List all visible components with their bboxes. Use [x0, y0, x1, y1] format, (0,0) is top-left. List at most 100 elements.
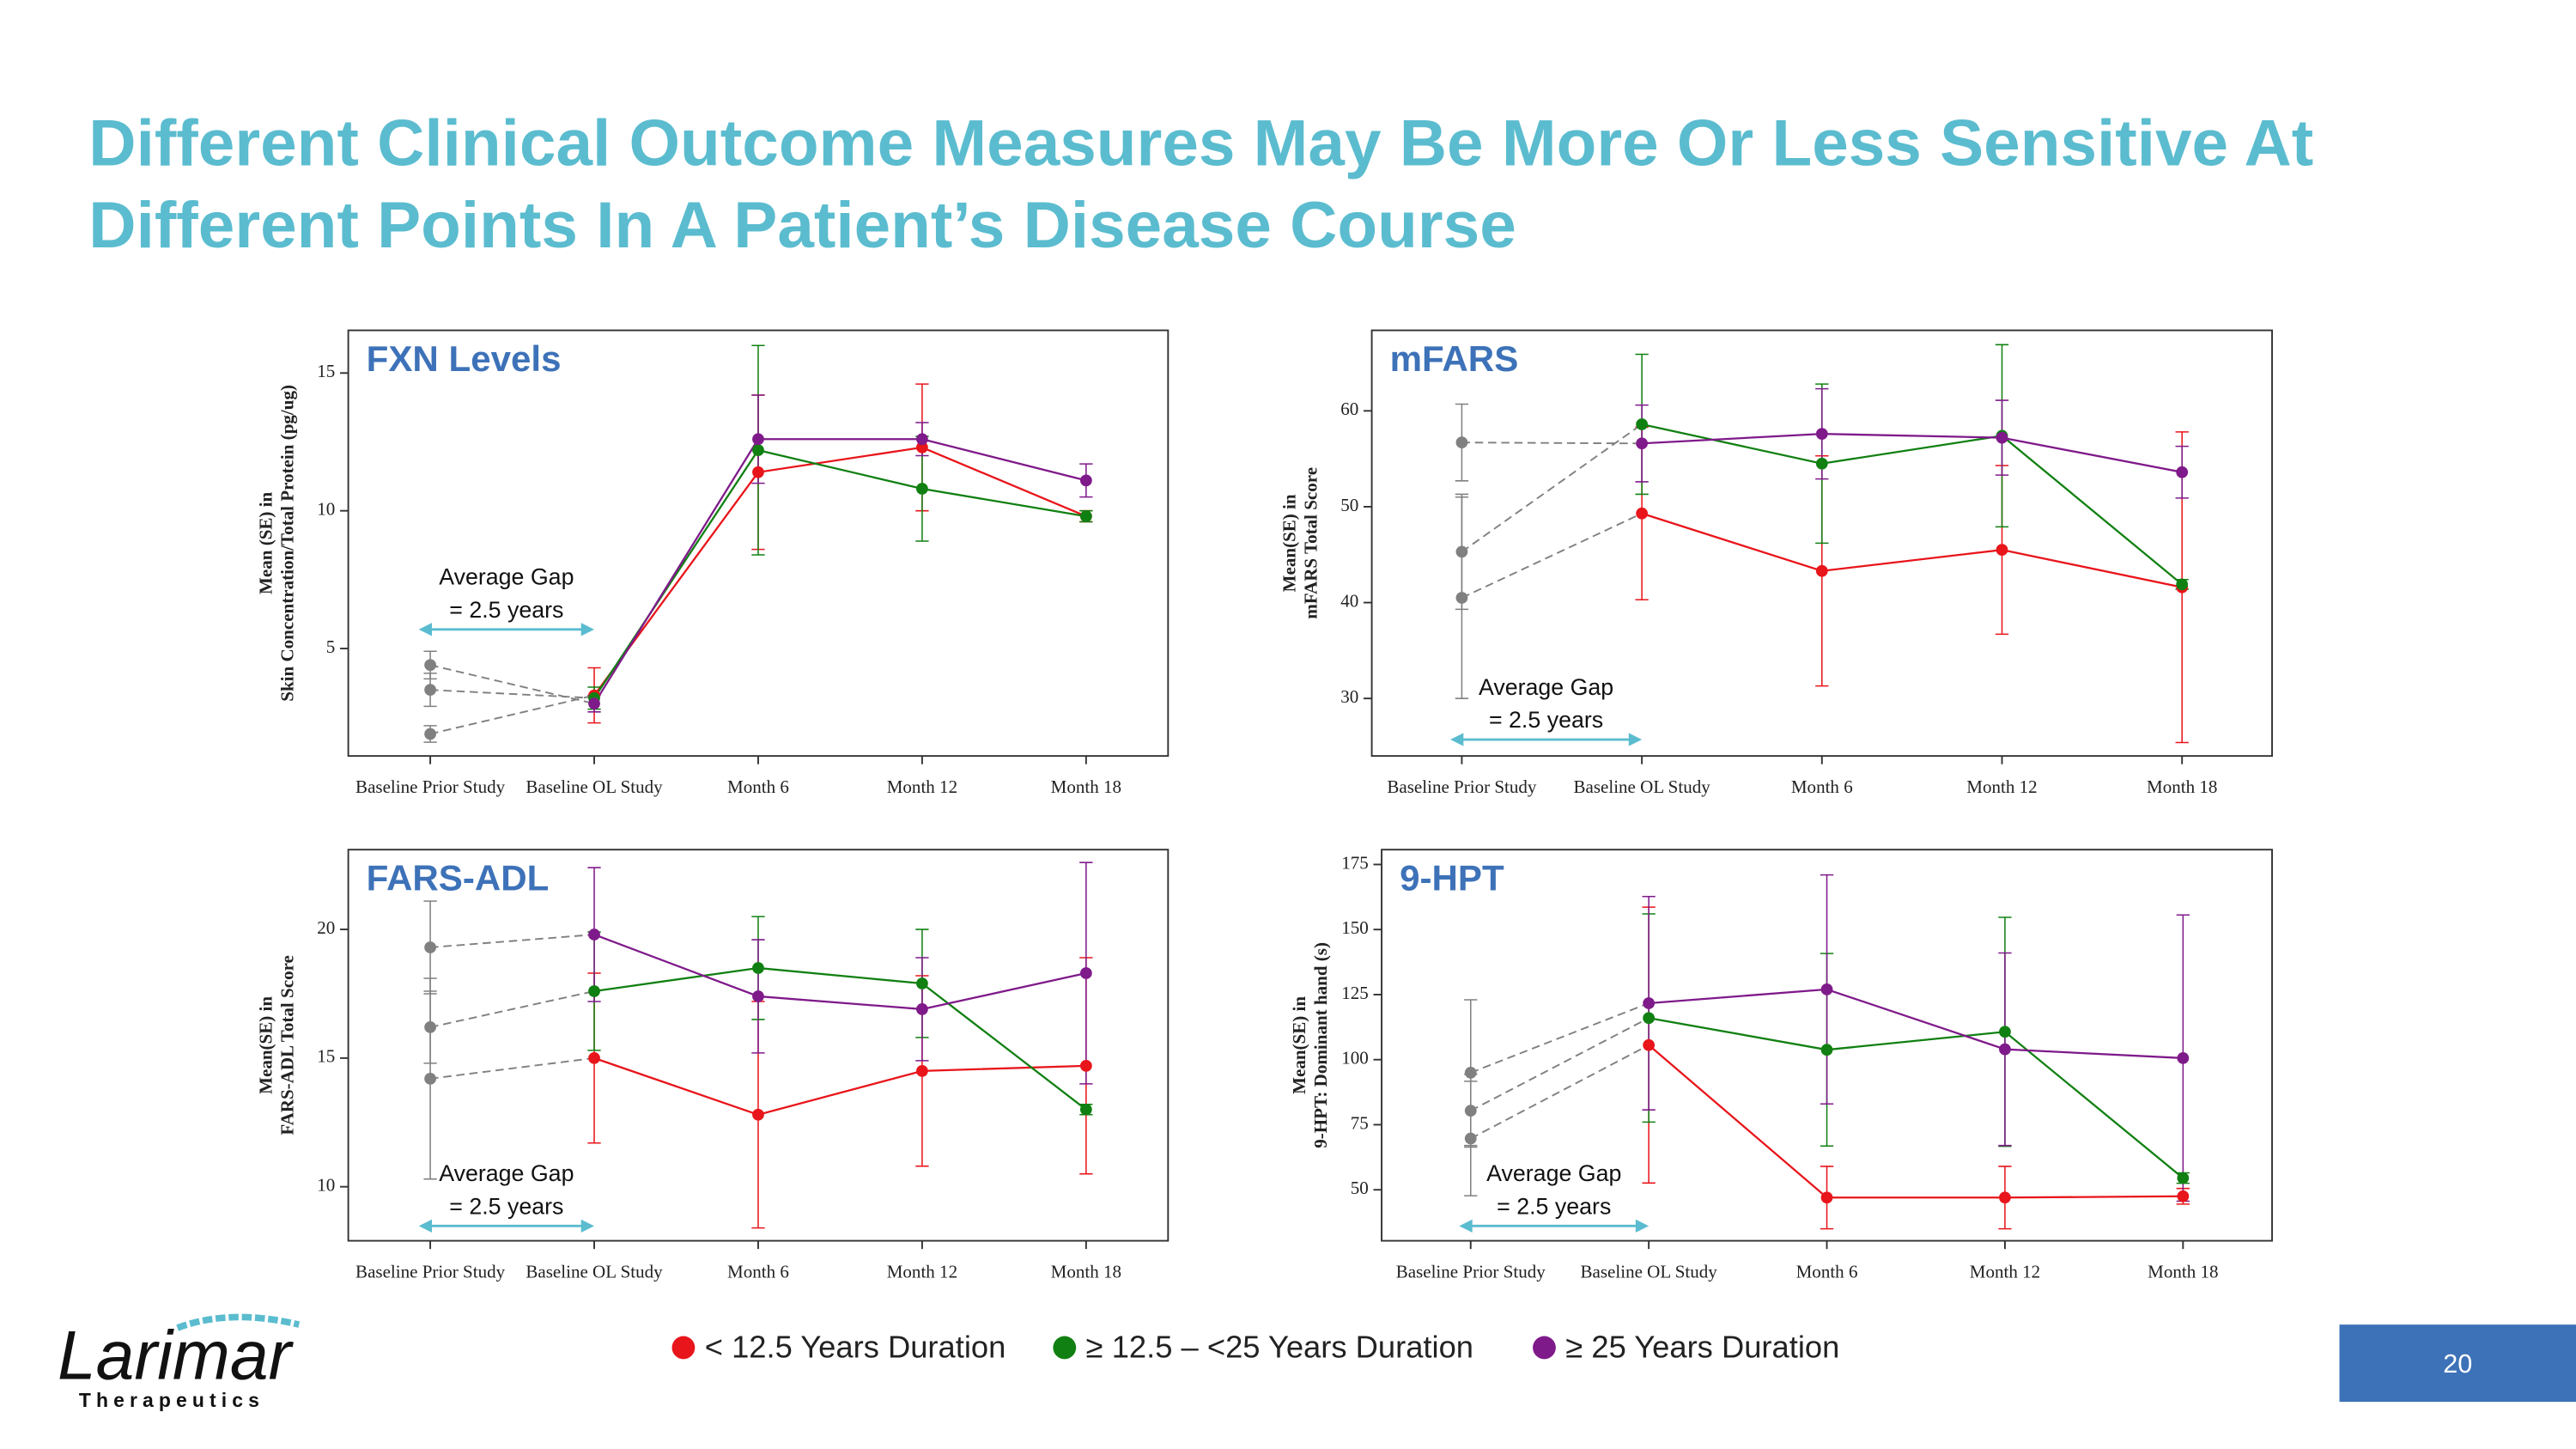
data-point: [2176, 578, 2189, 591]
legend-label: < 12.5 Years Duration: [705, 1329, 1006, 1364]
data-point: [1815, 428, 1828, 441]
data-point: [1079, 967, 1092, 979]
x-tick-label: Baseline OL Study: [1573, 776, 1710, 797]
data-point: [2177, 1190, 2190, 1202]
data-point: [588, 985, 600, 997]
slide-title: Different Clinical Outcome Measures May …: [88, 107, 2313, 180]
data-point: [916, 433, 928, 446]
data-point: [1643, 997, 1656, 1009]
x-tick-label: Baseline Prior Study: [1387, 776, 1537, 797]
baseline-link: [1461, 512, 1643, 599]
series-line: [1648, 1017, 2184, 1179]
x-tick-label: Baseline OL Study: [526, 776, 663, 797]
chart-title: 9-HPT: [1400, 858, 1504, 898]
x-tick-label: Baseline OL Study: [1581, 1262, 1718, 1282]
data-point: [588, 1051, 600, 1064]
y-axis-label: Mean(SE) in: [1289, 996, 1309, 1094]
data-point: [916, 1064, 928, 1077]
data-point: [1636, 437, 1649, 450]
data-point: [1464, 1066, 1477, 1079]
x-tick-label: Month 6: [727, 776, 789, 797]
data-point: [1079, 474, 1092, 487]
data-point: [1636, 507, 1649, 520]
data-point: [752, 466, 764, 478]
data-point: [1820, 983, 1833, 995]
x-tick-label: Month 12: [1966, 776, 2037, 797]
x-tick-label: Month 6: [727, 1262, 789, 1282]
series-line: [1642, 432, 2183, 473]
series-line: [1649, 988, 2184, 1060]
y-tick-label: 125: [1341, 983, 1369, 1003]
legend-swatch: [1053, 1336, 1077, 1360]
y-tick-label: 15: [317, 361, 335, 381]
series-line: [593, 966, 1087, 1111]
data-point: [1643, 1012, 1656, 1025]
x-tick-label: Month 6: [1791, 776, 1853, 797]
data-point: [424, 728, 436, 740]
data-point: [424, 1072, 436, 1085]
chart-title: mFARS: [1390, 338, 1519, 379]
series-line: [593, 1056, 1086, 1116]
data-point: [752, 444, 764, 456]
x-tick-label: Month 18: [2148, 1262, 2218, 1282]
data-point: [2176, 466, 2189, 478]
baseline-link: [1461, 441, 1643, 445]
y-tick-label: 100: [1341, 1048, 1369, 1068]
page-number: 20: [2443, 1349, 2472, 1379]
data-point: [1636, 418, 1649, 430]
chart-title: FARS-ADL: [367, 858, 550, 898]
annotation: = 2.5 years: [1489, 707, 1603, 733]
series-line: [1641, 423, 2183, 586]
x-tick-label: Month 18: [2147, 776, 2217, 797]
y-tick-label: 75: [1351, 1112, 1369, 1133]
baseline-link: [1461, 423, 1643, 553]
y-tick-label: 50: [1351, 1178, 1369, 1198]
data-point: [1815, 564, 1828, 577]
y-tick-label: 150: [1341, 917, 1369, 938]
x-tick-label: Month 12: [887, 1262, 957, 1282]
annotation: Average Gap: [439, 1160, 574, 1186]
y-tick-label: 5: [326, 636, 336, 657]
y-tick-label: 10: [317, 499, 335, 520]
data-point: [916, 441, 928, 454]
data-point: [1999, 1191, 2011, 1204]
data-point: [752, 962, 764, 974]
data-point: [916, 1003, 928, 1015]
y-axis-label: mFARS Total Score: [1301, 467, 1321, 619]
baseline-link: [1470, 1002, 1649, 1074]
data-point: [424, 659, 436, 672]
baseline-link: [429, 694, 595, 735]
data-point: [424, 1021, 436, 1033]
series-line: [593, 933, 1087, 1011]
page-number-box: [2339, 1324, 2576, 1403]
x-tick-label: Baseline Prior Study: [355, 1262, 506, 1282]
y-axis-label: Mean(SE) in: [256, 996, 276, 1094]
annotation: Average Gap: [1486, 1160, 1621, 1186]
logo-name: Larimar: [58, 1317, 295, 1394]
baseline-link: [430, 689, 595, 699]
data-point: [916, 483, 928, 495]
y-axis-label: 9-HPT: Dominant hand (s): [1310, 942, 1331, 1148]
data-point: [752, 433, 764, 446]
data-point: [1079, 1059, 1092, 1072]
data-point: [2177, 1172, 2190, 1184]
data-point: [1464, 1105, 1477, 1117]
y-tick-label: 60: [1340, 399, 1358, 419]
baseline-link: [429, 990, 595, 1028]
x-tick-label: Baseline OL Study: [526, 1262, 663, 1282]
data-point: [1820, 1044, 1833, 1056]
legend-label: ≥ 12.5 – <25 Years Duration: [1086, 1329, 1473, 1364]
baseline-link: [1470, 1017, 1649, 1111]
x-tick-label: Month 18: [1051, 776, 1121, 797]
data-point: [916, 977, 928, 989]
data-point: [752, 990, 764, 1002]
y-tick-label: 20: [317, 917, 335, 938]
data-point: [1815, 457, 1828, 470]
series-line: [593, 438, 1087, 704]
annotation: = 2.5 years: [449, 597, 563, 623]
y-tick-label: 40: [1340, 590, 1358, 611]
y-axis-label: Skin Concentration/Total Protein (pg/ug): [277, 385, 298, 702]
x-tick-label: Baseline Prior Study: [355, 776, 506, 797]
series-line: [1648, 1044, 2184, 1199]
y-tick-label: 15: [317, 1046, 335, 1067]
